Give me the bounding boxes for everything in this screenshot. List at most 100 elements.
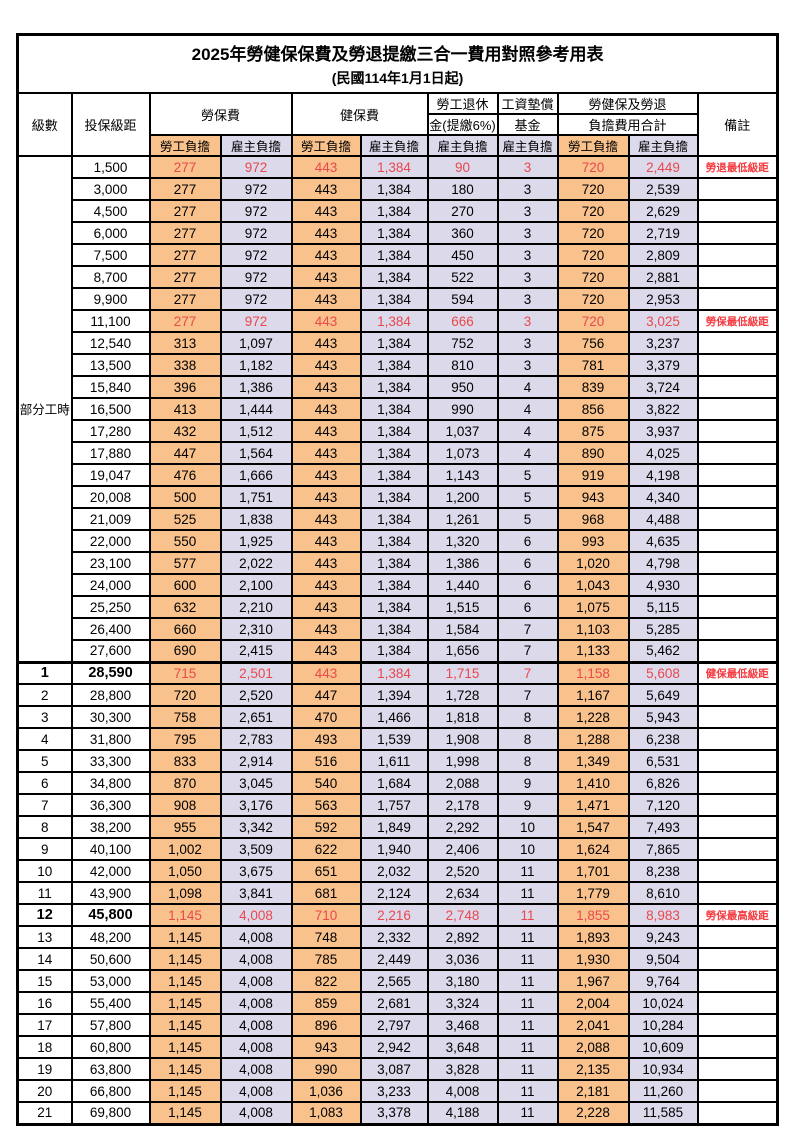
labor-employee-cell: 1,145 [148, 1079, 222, 1103]
health-employee-cell: 651 [290, 859, 362, 883]
health-employee-cell: 443 [290, 199, 362, 223]
table-row: 19,047 476 1,666 443 1,384 1,143 5 919 4,198 [18, 463, 779, 487]
col-header-remark: 備註 [696, 92, 779, 157]
labor-employee-cell: 277 [148, 221, 222, 245]
fund-employer-cell: 10 [496, 837, 559, 861]
bracket-cell: 34,800 [70, 771, 151, 795]
labor-employee-cell: 550 [148, 529, 222, 553]
total-employer-cell: 8,238 [627, 859, 699, 883]
level-cell: 6 [16, 771, 73, 795]
fund-employer-cell: 11 [496, 947, 559, 971]
labor-employer-cell: 972 [219, 309, 293, 333]
health-employee-cell: 443 [290, 419, 362, 443]
bracket-cell: 16,500 [70, 397, 151, 421]
remark-cell [696, 485, 779, 509]
table-row: 15 53,000 1,145 4,008 822 2,565 3,180 11 1,967 9,… [16, 969, 779, 993]
fund-employer-cell: 3 [496, 353, 559, 377]
total-employee-cell: 993 [556, 529, 630, 553]
total-employer-cell: 2,953 [627, 287, 699, 311]
remark-cell [696, 441, 779, 465]
remark-cell [696, 925, 779, 949]
health-employee-cell: 493 [290, 727, 362, 751]
health-employee-cell: 622 [290, 837, 362, 861]
fund-employer-cell: 11 [496, 859, 559, 883]
pension-employer-cell: 2,520 [426, 859, 499, 883]
health-employer-cell: 1,384 [359, 397, 429, 421]
level-cell: 4 [16, 727, 73, 751]
pension-employer-cell: 666 [426, 309, 499, 333]
health-employee-cell: 443 [290, 243, 362, 267]
total-employee-cell: 1,288 [556, 727, 630, 751]
fund-employer-cell: 8 [496, 749, 559, 773]
level-cell: 20 [16, 1079, 73, 1103]
labor-employer-cell: 1,386 [219, 375, 293, 399]
col-header-level: 級數 [16, 92, 73, 157]
total-employee-cell: 2,041 [556, 1013, 630, 1037]
total-employee-cell: 1,701 [556, 859, 630, 883]
labor-employer-cell: 2,210 [219, 595, 293, 619]
remark-cell [696, 243, 779, 267]
health-employer-cell: 2,681 [359, 991, 429, 1015]
labor-employer-cell: 4,008 [219, 991, 293, 1015]
pension-employer-cell: 1,515 [426, 595, 499, 619]
pension-employer-cell: 522 [426, 265, 499, 289]
total-employer-cell: 5,115 [627, 595, 699, 619]
labor-employee-cell: 690 [148, 639, 222, 663]
labor-employee-cell: 432 [148, 419, 222, 443]
table-row: 6,000 277 972 443 1,384 360 3 720 2,719 [18, 221, 779, 245]
pension-employer-cell: 3,468 [426, 1013, 499, 1037]
remark-cell [696, 617, 779, 641]
pension-employer-cell: 1,440 [426, 573, 499, 597]
total-employer-cell: 2,719 [627, 221, 699, 245]
labor-employer-cell: 1,564 [219, 441, 293, 465]
total-employer-cell: 8,983 [627, 903, 699, 927]
bracket-cell: 53,000 [70, 969, 151, 993]
pension-employer-cell: 752 [426, 331, 499, 355]
health-employee-cell: 447 [290, 683, 362, 707]
labor-employer-cell: 3,841 [219, 881, 293, 905]
table-row: 12,540 313 1,097 443 1,384 752 3 756 3,237 [18, 331, 779, 355]
total-employee-cell: 1,779 [556, 881, 630, 905]
bracket-cell: 69,800 [70, 1101, 151, 1125]
remark-cell [696, 639, 779, 663]
pension-employer-cell: 3,324 [426, 991, 499, 1015]
bracket-cell: 19,047 [70, 463, 151, 487]
pension-employer-cell: 950 [426, 375, 499, 399]
level-cell: 16 [16, 991, 73, 1015]
page-title: 2025年勞健保保費及勞退提繳三合一費用對照參考用表 [191, 45, 604, 65]
health-employer-cell: 1,384 [359, 265, 429, 289]
total-employer-cell: 5,943 [627, 705, 699, 729]
table-row: 5 33,300 833 2,914 516 1,611 1,998 8 1,349 6,531 [16, 749, 779, 773]
health-employee-cell: 990 [290, 1057, 362, 1081]
table-row: 16 55,400 1,145 4,008 859 2,681 3,324 11 2,004 10… [16, 991, 779, 1015]
health-employee-cell: 443 [290, 617, 362, 641]
total-employee-cell: 1,075 [556, 595, 630, 619]
remark-cell [696, 749, 779, 773]
total-employee-cell: 1,103 [556, 617, 630, 641]
health-employer-cell: 1,384 [359, 243, 429, 267]
bracket-cell: 4,500 [70, 199, 151, 223]
remark-cell [696, 375, 779, 399]
fund-employer-cell: 11 [496, 881, 559, 905]
fund-employer-cell: 5 [496, 463, 559, 487]
table-row: 20,008 500 1,751 443 1,384 1,200 5 943 4,340 [18, 485, 779, 509]
fund-employer-cell: 11 [496, 903, 559, 927]
health-employer-cell: 1,384 [359, 529, 429, 553]
labor-employee-cell: 277 [148, 287, 222, 311]
pension-employer-cell: 2,634 [426, 881, 499, 905]
pension-employer-cell: 2,748 [426, 903, 499, 927]
total-employee-cell: 1,228 [556, 705, 630, 729]
total-employer-cell: 3,237 [627, 331, 699, 355]
level-cell: 7 [16, 793, 73, 817]
pension-employer-cell: 1,037 [426, 419, 499, 443]
health-employer-cell: 1,384 [359, 551, 429, 575]
labor-employee-cell: 1,002 [148, 837, 222, 861]
labor-employee-cell: 1,145 [148, 1101, 222, 1125]
remark-cell [696, 1013, 779, 1037]
level-cell: 18 [16, 1035, 73, 1059]
pension-employer-cell: 1,728 [426, 683, 499, 707]
level-cell: 11 [16, 881, 73, 905]
pension-employer-cell: 1,143 [426, 463, 499, 487]
table-row: 1 28,590 715 2,501 443 1,384 1,715 7 1,158 5,608 健… [16, 660, 779, 685]
labor-employer-cell: 2,310 [219, 617, 293, 641]
